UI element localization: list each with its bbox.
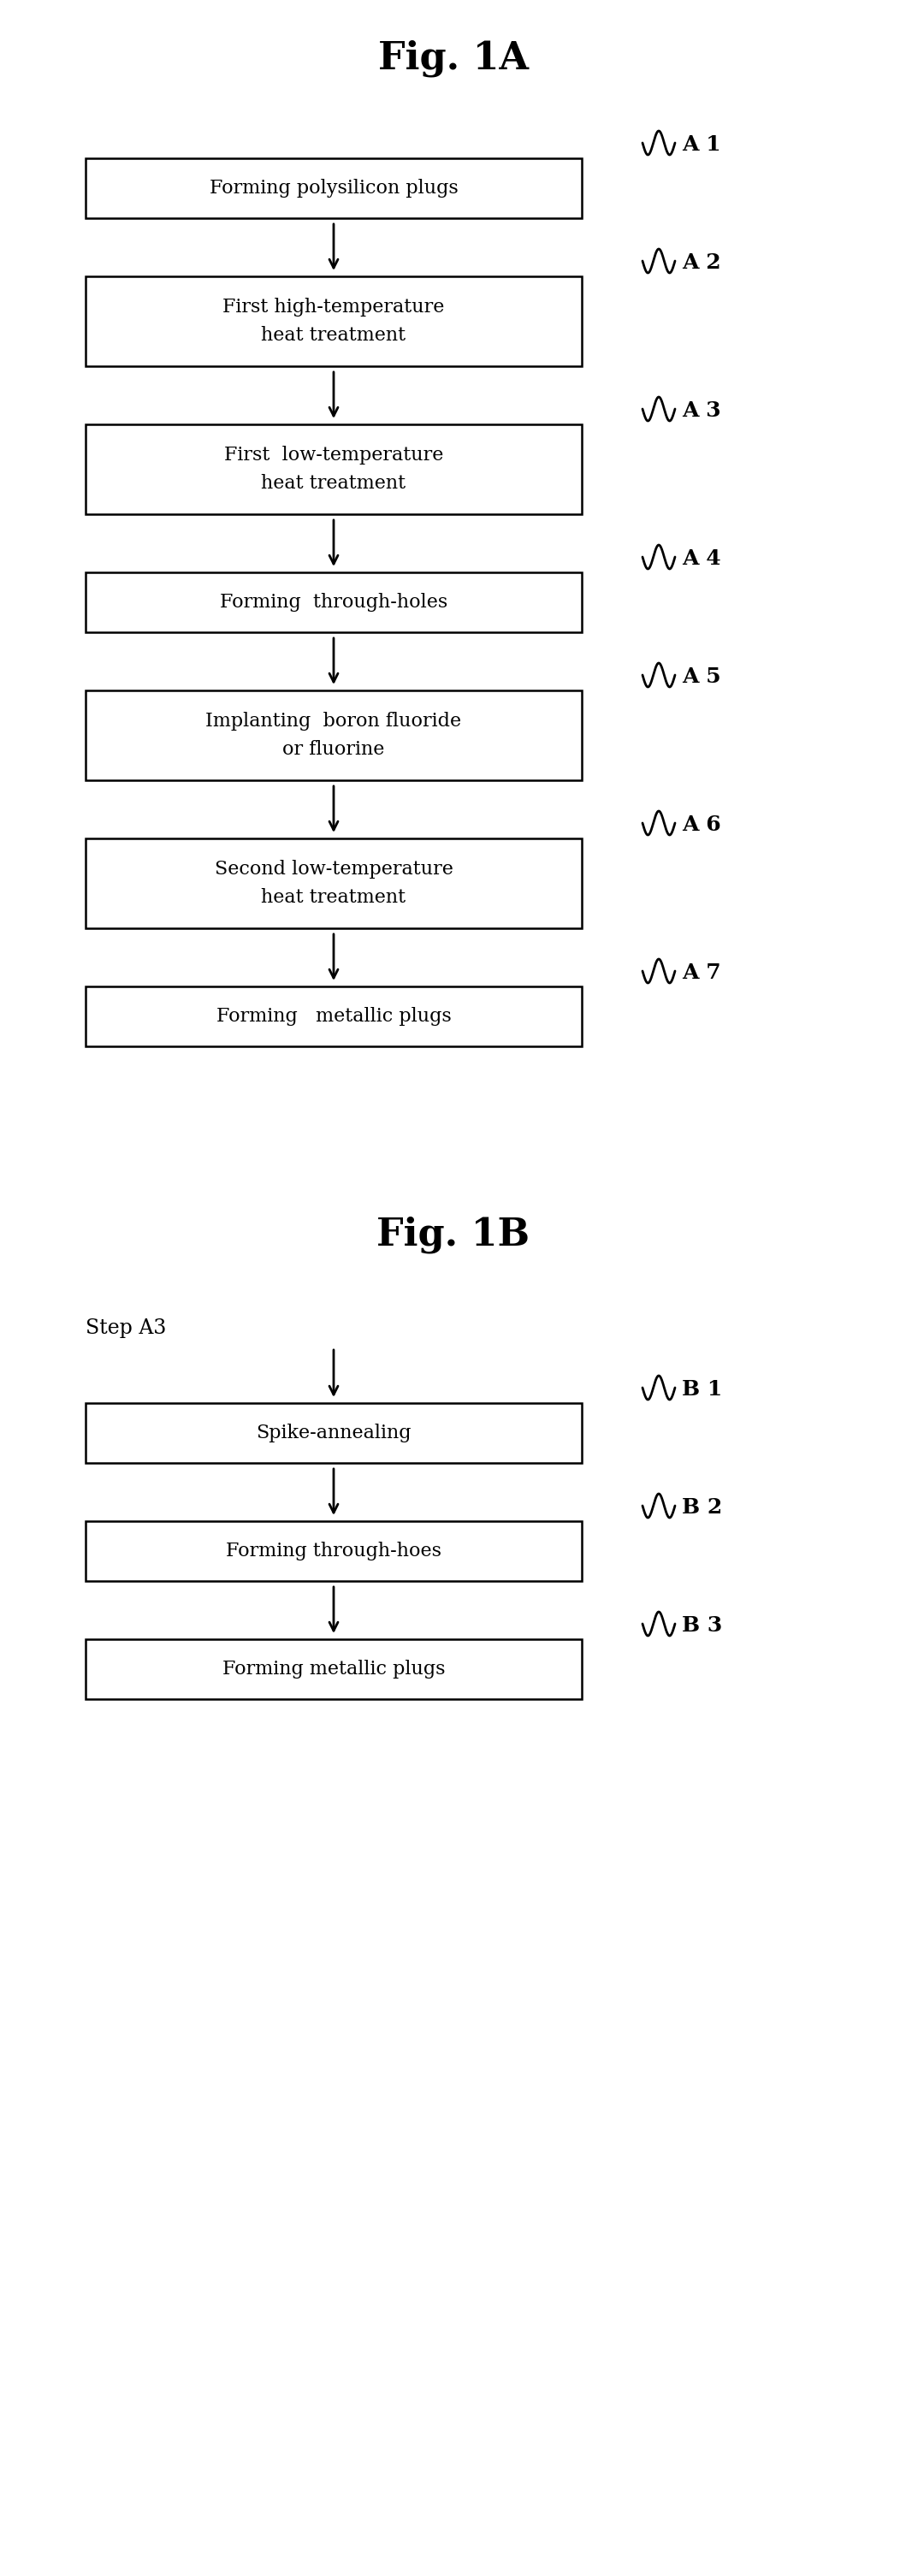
Bar xyxy=(85,1522,582,1582)
Text: Forming metallic plugs: Forming metallic plugs xyxy=(222,1659,445,1680)
Text: Forming polysilicon plugs: Forming polysilicon plugs xyxy=(209,178,458,198)
Text: A 3: A 3 xyxy=(682,399,721,420)
Bar xyxy=(85,987,582,1046)
Bar xyxy=(85,157,582,219)
Text: Forming through-hoes: Forming through-hoes xyxy=(226,1540,441,1561)
Text: B 3: B 3 xyxy=(682,1615,722,1636)
Bar xyxy=(85,425,582,515)
Bar xyxy=(85,276,582,366)
Text: B 1: B 1 xyxy=(682,1378,722,1399)
Bar xyxy=(85,1638,582,1700)
Text: Implanting  boron fluoride
or fluorine: Implanting boron fluoride or fluorine xyxy=(206,711,462,757)
Text: A 4: A 4 xyxy=(682,549,721,569)
Bar xyxy=(85,837,582,927)
Text: Fig. 1A: Fig. 1A xyxy=(378,39,528,77)
Text: Spike-annealing: Spike-annealing xyxy=(256,1425,411,1443)
Text: A 5: A 5 xyxy=(682,667,721,688)
Text: Forming   metallic plugs: Forming metallic plugs xyxy=(217,1007,451,1025)
Text: Forming  through-holes: Forming through-holes xyxy=(220,592,448,611)
Text: A 2: A 2 xyxy=(682,252,721,273)
Text: First high-temperature
heat treatment: First high-temperature heat treatment xyxy=(223,299,445,345)
Bar xyxy=(85,1404,582,1463)
Text: A 6: A 6 xyxy=(682,814,721,835)
Bar xyxy=(85,690,582,781)
Text: First  low-temperature
heat treatment: First low-temperature heat treatment xyxy=(224,446,443,492)
Text: B 2: B 2 xyxy=(682,1497,722,1517)
Text: Second low-temperature
heat treatment: Second low-temperature heat treatment xyxy=(215,860,453,907)
Bar xyxy=(85,572,582,631)
Text: A 7: A 7 xyxy=(682,963,721,984)
Text: Step A3: Step A3 xyxy=(85,1319,167,1340)
Text: A 1: A 1 xyxy=(682,134,721,155)
Text: Fig. 1B: Fig. 1B xyxy=(376,1216,530,1252)
